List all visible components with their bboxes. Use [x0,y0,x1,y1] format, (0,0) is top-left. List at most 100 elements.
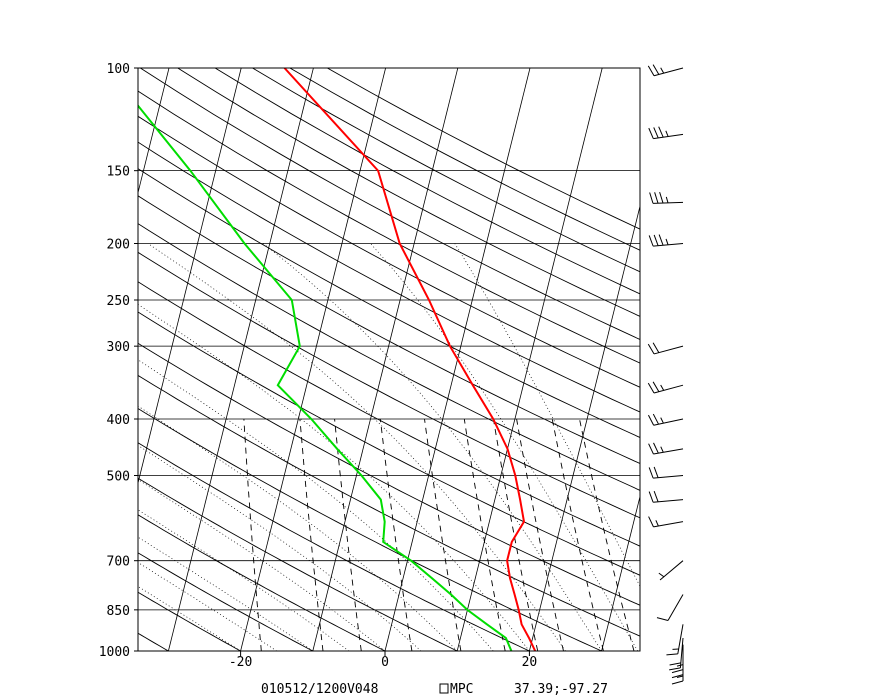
plot-frame [137,67,641,652]
dry-adiabat [138,552,314,651]
wind-barb-flag [653,466,659,478]
dry-adiabat [138,195,640,465]
pressure-tick-label: 150 [107,165,130,180]
footer-location: 37.39;-97.27 [514,682,608,697]
dry-adiabat [138,141,640,413]
wind-barb-flag [653,490,659,502]
dry-adiabat [214,68,640,295]
mixing-ratio-line [424,418,462,651]
dry-adiabat [138,342,640,606]
isotherm-line [0,68,25,651]
skewt-grid [0,68,896,651]
mixing-ratio-line [551,418,604,651]
wind-barb-flag [653,442,659,454]
isotherm-line [818,68,896,651]
dry-adiabat [138,281,640,547]
wind-barb [648,442,684,455]
wind-barb-flag [652,413,659,425]
isotherm-line [674,68,819,651]
wind-barb [647,413,684,426]
wind-barb [656,594,684,621]
mixing-ratio-line [492,418,539,651]
wind-barb-half-flag [676,675,684,678]
mixing-ratio-line [579,418,635,651]
wind-barb-flag [656,617,669,621]
moist-adiabat [147,243,566,651]
footer-valid-time: 010512/1200V048 [261,682,378,697]
wind-barb-half-flag [665,130,669,137]
mixing-ratio-line [334,418,362,651]
wind-barb-flag [648,127,654,139]
moist-adiabat [138,479,386,651]
dry-adiabat [138,251,640,519]
wind-barb-half-flag [665,238,669,245]
moist-adiabat [138,562,277,651]
wind-barb [648,126,684,140]
moist-adiabat [138,405,458,651]
dry-adiabat [138,477,458,651]
wind-barb-half-flag [660,417,664,424]
wind-barb-flag [648,467,654,479]
wind-barb-flag [648,491,654,503]
dry-adiabat [138,115,640,388]
wind-barb-flag [652,64,660,75]
wind-barb-flag [652,381,660,392]
wind-barb [648,516,684,528]
pressure-tick-label: 300 [107,340,130,355]
wind-barb [671,644,684,679]
pressure-tick-label: 500 [107,469,130,484]
isotherm-line [456,68,603,651]
wind-barb-flag [648,516,654,528]
wind-barb-staff [653,448,684,455]
wind-barb [648,466,684,479]
wind-barb-flag [666,653,678,656]
dry-adiabat [138,442,530,651]
moist-adiabat [370,243,639,651]
mixing-ratio-line [516,418,564,651]
moist-adiabat [138,444,422,651]
wind-barb-flag [671,669,684,674]
wind-barb [647,342,684,355]
sounding-series [138,68,537,651]
wind-barb [647,381,684,394]
moist-adiabat [138,509,350,651]
dry-adiabat [177,68,640,317]
wind-barb-column [647,64,684,685]
wind-barb-staff [667,594,684,621]
dry-adiabat [138,408,602,651]
dry-adiabat [289,68,640,251]
footer-source: MPC [450,682,473,697]
isotherm-line [240,68,386,651]
wind-barb-staff [653,521,684,528]
moist-adiabat [138,536,314,651]
temperature-tick-label: 20 [522,655,538,670]
temperature-axis: -20 0 20 [229,651,537,670]
wind-barb-flag [648,235,654,247]
dewpoint-profile-line [138,104,513,651]
moist-adiabat [138,359,494,651]
wind-barb-flag [658,126,664,138]
isotherm-line [529,204,640,651]
dry-adiabat [252,68,640,273]
wind-barb-flag [654,192,659,204]
isotherm-line [138,68,170,195]
mixing-ratio-line [379,418,413,651]
wind-barb-flag [658,234,664,246]
wind-barb-half-flag [660,446,664,453]
wind-barb-half-flag [658,572,665,578]
logo-box-icon [439,683,449,694]
pressure-tick-label: 250 [107,294,130,309]
wind-barb-flag [669,662,681,666]
dry-adiabat [138,90,640,364]
moist-adiabat [262,243,602,651]
isotherm-line [312,68,459,651]
dry-adiabat [138,632,169,651]
wind-barb-flag [653,127,659,139]
mixing-ratio-line [243,418,262,651]
wind-barb [649,192,684,204]
wind-barb-flag [659,192,664,204]
wind-barb-flag [669,667,681,671]
pressure-tick-label: 850 [107,604,130,619]
pressure-tick-label: 700 [107,555,130,570]
